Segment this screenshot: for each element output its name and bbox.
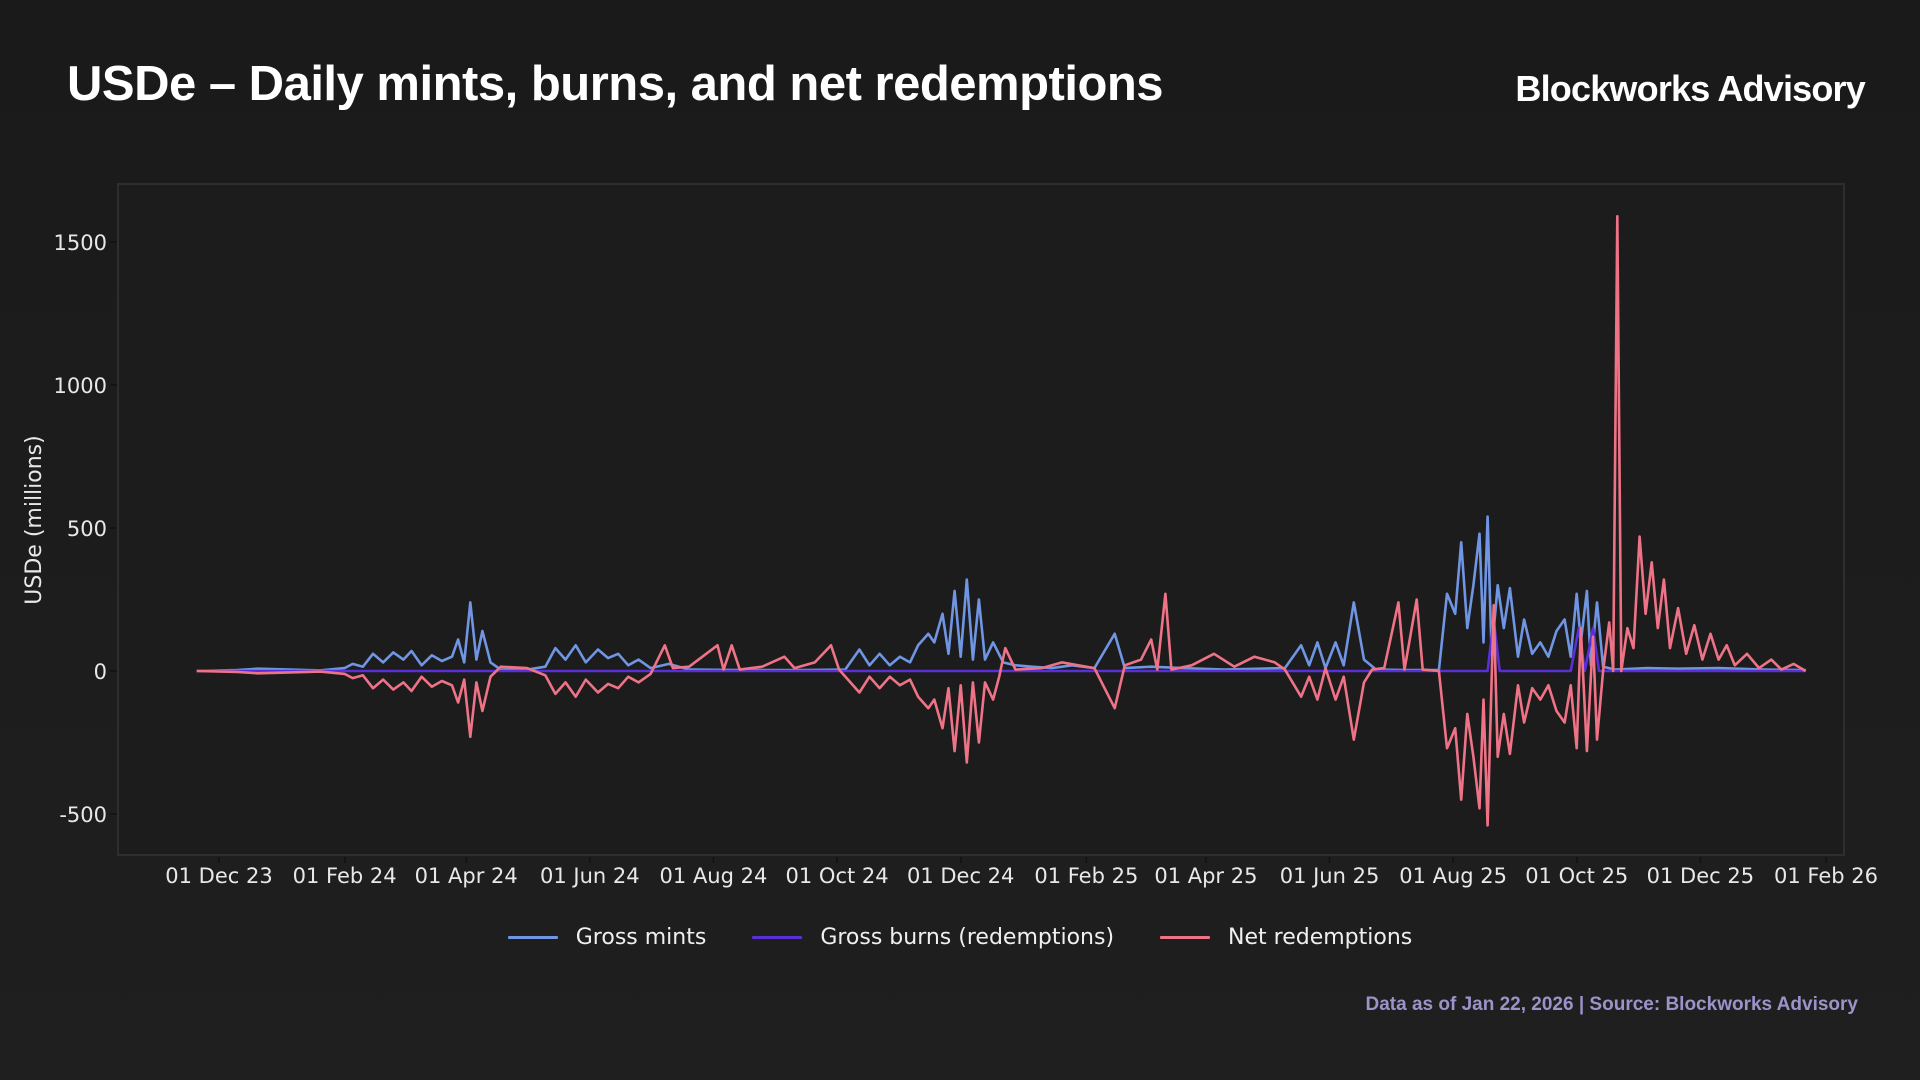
chart-title: USDe – Daily mints, burns, and net redem… (67, 57, 1164, 111)
legend-item-gross-burns[interactable]: Gross burns (redemptions) (752, 925, 1114, 950)
x-tick-label: 01 Dec 24 (907, 864, 1014, 888)
series-line-gross-mints (196, 515, 1806, 673)
x-tick-label: 01 Feb 24 (293, 864, 397, 888)
legend: Gross mints Gross burns (redemptions) Ne… (0, 925, 1920, 950)
x-tick-label: 01 Oct 24 (786, 864, 889, 888)
x-tick-label: 01 Apr 24 (415, 864, 518, 888)
x-tick-label: 01 Feb 25 (1034, 864, 1138, 888)
series-line-gross-burns-redemptions (196, 618, 1806, 673)
y-tick-label: 1000 (54, 374, 107, 398)
legend-label: Net redemptions (1228, 925, 1413, 950)
x-tick-label: 01 Jun 25 (1280, 864, 1380, 888)
series-line-net-redemptions (196, 215, 1807, 827)
y-axis: 1500 1000 500 0 -500 (54, 231, 117, 827)
y-tick-label: 1500 (54, 231, 107, 255)
legend-swatch-gross-mints (507, 936, 558, 939)
x-tick-label: 01 Oct 25 (1525, 864, 1628, 888)
x-tick-label: 01 Jun 24 (540, 864, 640, 888)
plot-area (117, 183, 1845, 856)
x-axis: 01 Dec 23 01 Feb 24 01 Apr 24 01 Jun 24 01 A… (165, 857, 1878, 888)
legend-label: Gross burns (redemptions) (820, 925, 1115, 950)
y-tick-label: 500 (67, 517, 107, 541)
y-tick-label: 0 (94, 660, 107, 684)
series-group (196, 215, 1807, 827)
legend-item-net-redemptions[interactable]: Net redemptions (1160, 925, 1412, 950)
x-tick-label: 01 Apr 25 (1154, 864, 1257, 888)
x-tick-label: 01 Dec 25 (1647, 864, 1754, 888)
x-tick-label: 01 Aug 25 (1399, 864, 1507, 888)
legend-label: Gross mints (575, 925, 707, 950)
brand-logo-text: Blockworks Advisory (1515, 68, 1865, 109)
source-footnote: Data as of Jan 22, 2026 | Source: Blockw… (1365, 994, 1859, 1015)
x-tick-label: 01 Aug 24 (660, 864, 768, 888)
legend-swatch-gross-burns (752, 936, 803, 939)
y-axis-label: USDe (millions) (22, 435, 47, 604)
legend-item-gross-mints[interactable]: Gross mints (507, 925, 707, 950)
legend-swatch-net-redemptions (1160, 936, 1211, 939)
x-tick-label: 01 Feb 26 (1774, 864, 1878, 888)
x-tick-label: 01 Dec 23 (165, 864, 272, 888)
y-tick-label: -500 (59, 803, 107, 827)
